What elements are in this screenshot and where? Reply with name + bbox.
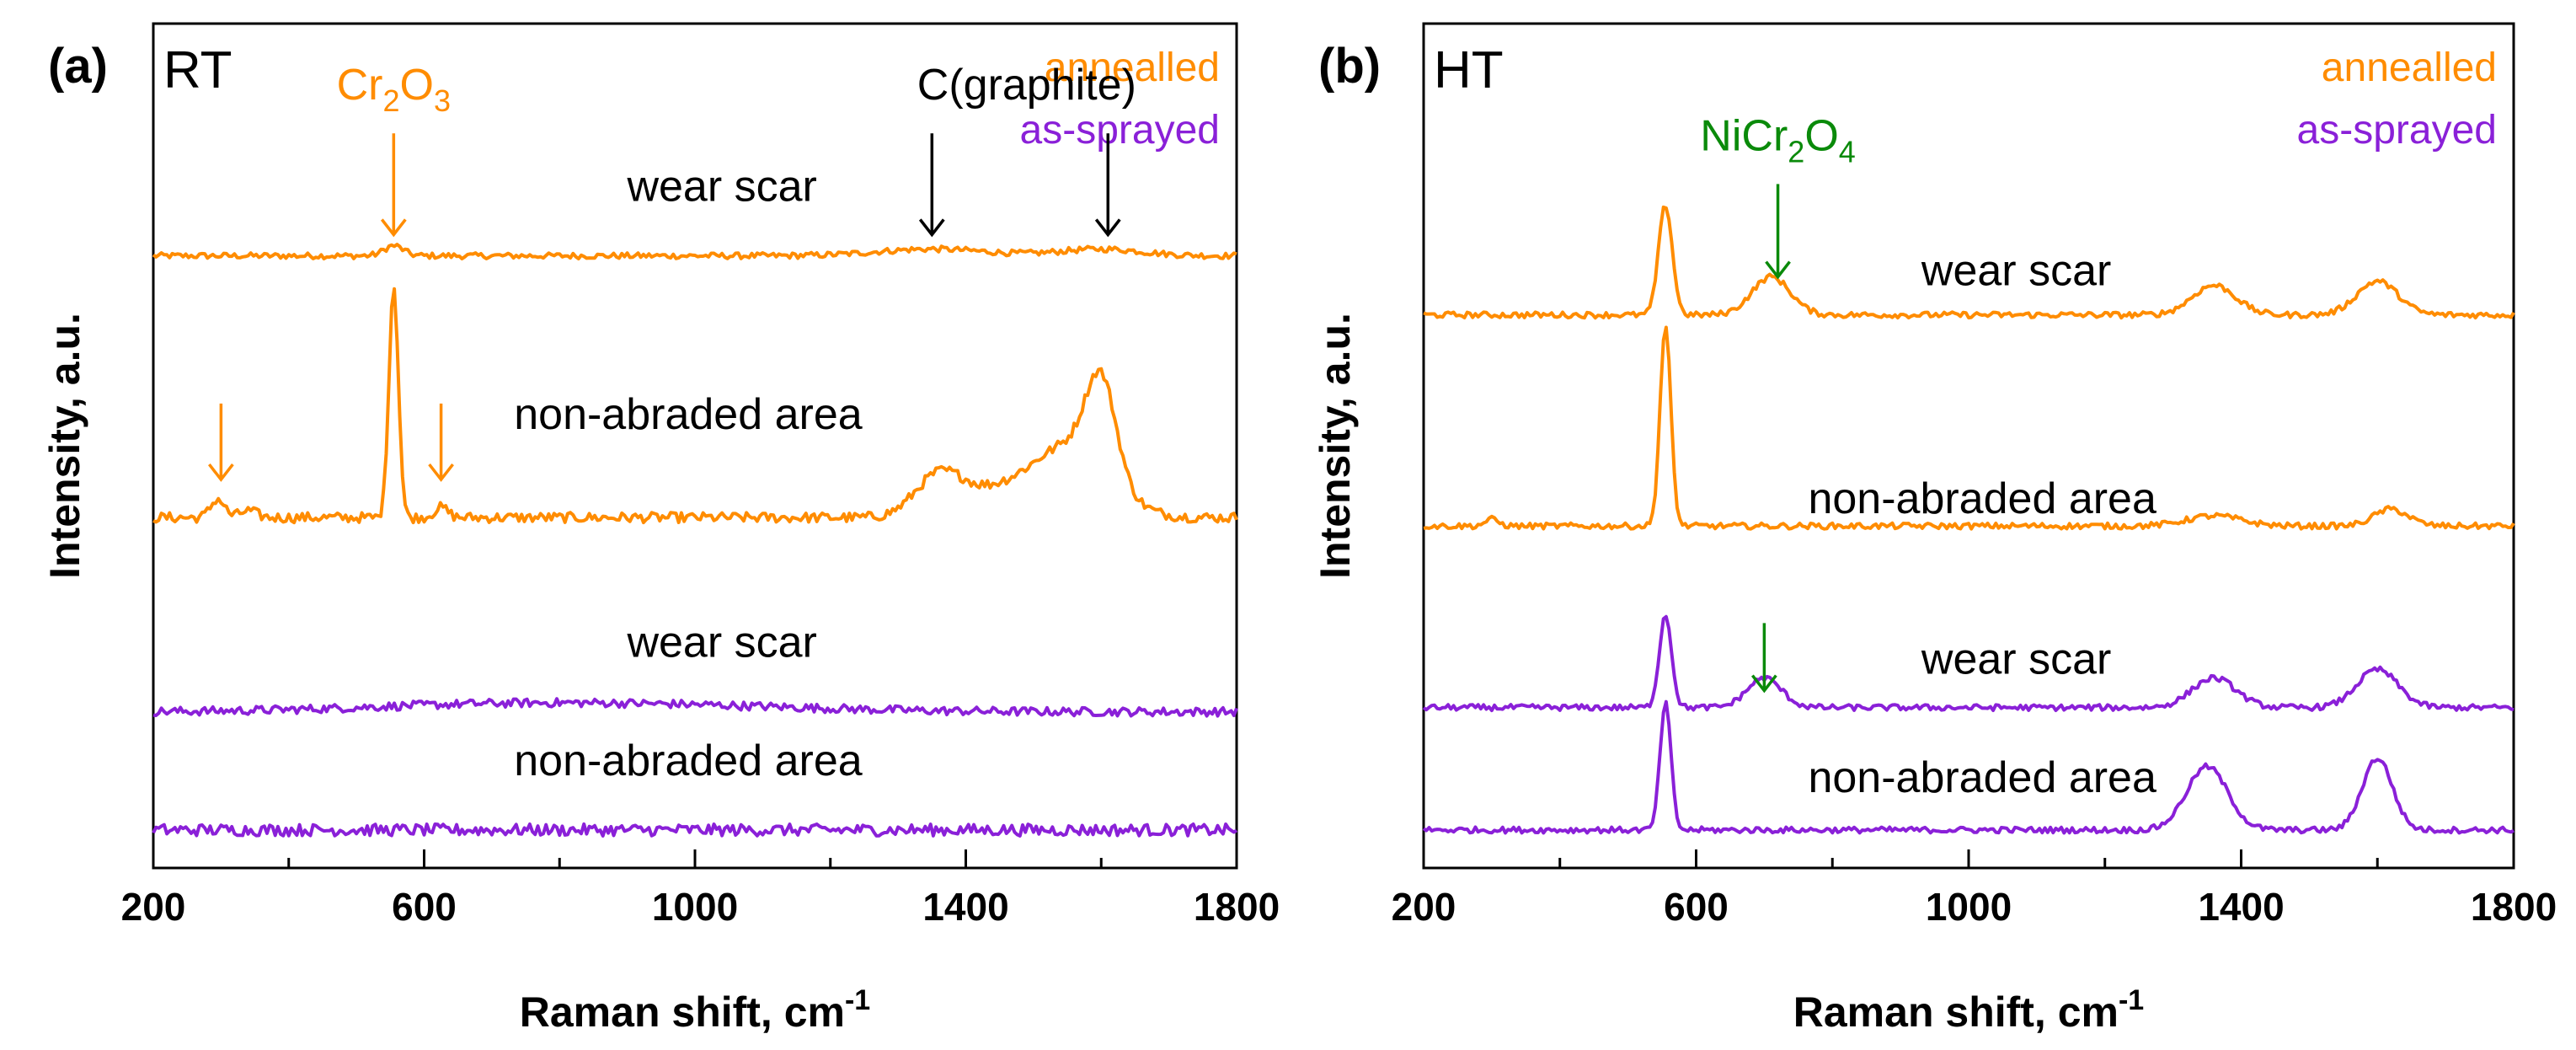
panel-condition: RT (163, 41, 232, 99)
x-tick-label: 1800 (1194, 885, 1280, 929)
spectrum-as-sprayed-wear-scar (152, 697, 1238, 718)
x-axis-title: Raman shift, cm-1 (520, 984, 870, 1036)
x-tick-label: 1800 (2471, 885, 2557, 929)
y-axis-title: Intensity, a.u. (1312, 313, 1359, 579)
spectrum-annealed-wear-scar (152, 243, 1237, 260)
phase-label: Cr2O3 (337, 61, 451, 118)
legend-label: annealled (2322, 46, 2497, 90)
spectrum-annealed-non-abraded-area (1423, 325, 2515, 531)
spectrum-as-sprayed-non-abraded-area (1422, 699, 2515, 835)
panel-letter: (a) (48, 39, 108, 94)
panel-letter: (b) (1318, 39, 1381, 94)
annotation-label: C(graphite) (917, 61, 1136, 110)
peak-arrow (428, 403, 454, 482)
x-tick-label: 1400 (2198, 885, 2284, 929)
peak-arrow (207, 403, 234, 482)
series-label: non-abraded area (1808, 474, 2156, 523)
x-tick-label: 1000 (652, 885, 738, 929)
series-label: wear scar (626, 619, 816, 667)
panel-condition: HT (1434, 41, 1504, 99)
spectrum-as-sprayed-wear-scar (1422, 614, 2515, 713)
series-label: non-abraded area (514, 737, 863, 785)
peak-arrow (1094, 133, 1121, 238)
legend-label: as-sprayed (1020, 108, 1220, 153)
spectrum-as-sprayed-non-abraded-area (152, 822, 1238, 838)
series-label: wear scar (1921, 635, 2111, 684)
x-tick-label: 1400 (922, 885, 1008, 929)
x-tick-label: 200 (1392, 885, 1456, 929)
x-axis-title: Raman shift, cm-1 (1793, 984, 2144, 1036)
y-axis-title: Intensity, a.u. (41, 313, 88, 579)
phase-label: NiCr2O4 (1700, 111, 1856, 169)
peak-arrow (918, 133, 945, 238)
panel-a: 200 600 1000 1400 1800 Raman shift, cm-1 Inten… (41, 22, 1280, 1036)
x-tick-label: 1000 (1926, 885, 2012, 929)
series-label: wear scar (626, 162, 816, 211)
legend-label: annealled (1045, 46, 1220, 90)
x-tick-label: 600 (392, 885, 457, 929)
legend-label: as-sprayed (2297, 108, 2497, 153)
peak-arrow (1750, 623, 1777, 694)
spectrum-annealed-non-abraded-area (152, 287, 1238, 525)
peak-arrow (1765, 184, 1791, 280)
series-label: wear scar (1921, 247, 2111, 296)
series-label: non-abraded area (1808, 753, 2156, 802)
x-tick-label: 200 (121, 885, 186, 929)
series-label: non-abraded area (514, 390, 863, 439)
peak-arrow (380, 133, 407, 238)
x-tick-label: 600 (1664, 885, 1729, 929)
panel-b: 200 600 1000 1400 1800 Raman shift, cm-1 Inten… (1312, 22, 2557, 1036)
spectrum-annealed-wear-scar (1423, 205, 2515, 320)
